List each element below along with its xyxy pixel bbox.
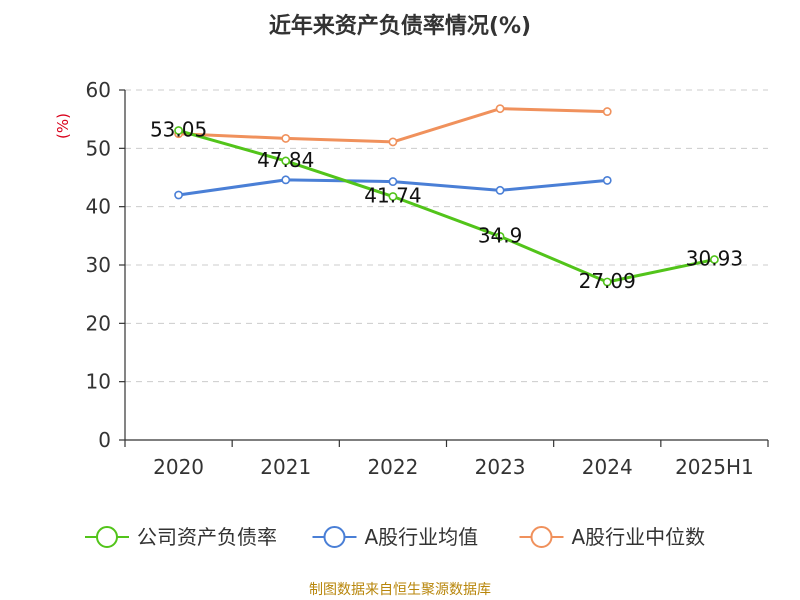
series-line-2 <box>178 107 608 144</box>
data-label: 34.9 <box>478 223 523 247</box>
y-tick-label: 0 <box>98 428 111 452</box>
data-point[interactable] <box>281 134 291 143</box>
source-note: 制图数据来自恒生聚源数据库 <box>309 582 491 598</box>
data-point[interactable] <box>602 277 612 287</box>
legend-circle-icon <box>530 526 553 548</box>
x-tick-label: 2021 <box>260 455 311 479</box>
legend-label: A股行业中位数 <box>572 525 706 549</box>
data-point[interactable] <box>281 175 291 185</box>
x-tick-label: 2022 <box>367 455 418 479</box>
data-point[interactable] <box>495 104 505 114</box>
data-label: 27.09 <box>579 269 636 293</box>
data-point[interactable] <box>602 176 612 185</box>
data-label: 53.05 <box>150 118 207 142</box>
data-point[interactable] <box>388 137 398 147</box>
y-tick-label: 30 <box>86 253 111 277</box>
data-point[interactable] <box>388 192 398 201</box>
data-point[interactable] <box>174 190 183 200</box>
legend-item-1[interactable]: A股行业均值 <box>312 525 479 549</box>
data-label: 41.74 <box>364 184 421 208</box>
x-tick-label: 2025H1 <box>675 455 754 479</box>
data-label-layer: 53.05 47.84 41.74 34.9 27.09 30.93 <box>150 118 743 293</box>
data-point[interactable] <box>388 177 398 186</box>
x-tick-label: 2020 <box>153 455 204 479</box>
chart-title: 近年来资产负债率情况(%) <box>269 13 531 39</box>
data-point[interactable] <box>602 107 612 116</box>
data-point[interactable] <box>495 232 505 241</box>
data-point[interactable] <box>710 255 719 264</box>
x-tick-label: 2023 <box>475 455 526 479</box>
x-tick-label: 2024 <box>582 455 633 479</box>
data-point[interactable] <box>281 156 291 166</box>
y-tick-label: 20 <box>86 311 111 335</box>
legend-circle-icon <box>96 526 118 548</box>
axis-layer: 0 10 20 30 40 50 60 2020 2021 2022 2023 2024 2025H1 <box>86 78 769 479</box>
legend-item-2[interactable]: A股行业中位数 <box>519 525 706 549</box>
data-point[interactable] <box>495 185 505 195</box>
data-label: 30.93 <box>686 247 743 271</box>
y-tick-label: 50 <box>86 136 111 160</box>
y-tick-label: 60 <box>86 78 111 102</box>
y-axis-unit-label: (%) <box>54 113 72 139</box>
legend-item-0[interactable]: 公司资产负债率 <box>85 525 277 549</box>
data-label: 47.84 <box>257 148 314 172</box>
legend-circle-icon <box>323 526 346 548</box>
legend-label: A股行业均值 <box>365 525 479 549</box>
y-tick-label: 10 <box>86 370 111 394</box>
data-point[interactable] <box>174 126 183 135</box>
series-line-0 <box>178 129 715 284</box>
grid-layer <box>125 89 768 383</box>
y-tick-label: 40 <box>86 195 111 219</box>
legend[interactable]: 公司资产负债率 A股行业均值 A股行业中位数 <box>85 525 705 549</box>
legend-label: 公司资产负债率 <box>137 525 277 549</box>
series-layer <box>174 104 719 287</box>
